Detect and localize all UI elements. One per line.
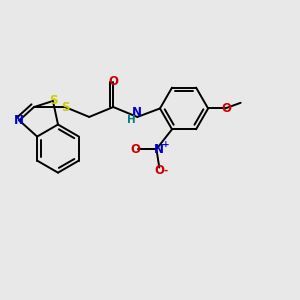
Text: -: - <box>164 165 168 175</box>
Text: O: O <box>108 75 118 88</box>
Text: O: O <box>130 142 140 156</box>
Text: H: H <box>127 115 136 125</box>
Text: N: N <box>14 114 24 127</box>
Text: +: + <box>162 140 169 148</box>
Text: O: O <box>154 164 164 177</box>
Text: O: O <box>221 102 232 115</box>
Text: N: N <box>154 142 164 156</box>
Text: N: N <box>132 106 142 119</box>
Text: S: S <box>61 100 69 113</box>
Text: S: S <box>49 94 57 107</box>
